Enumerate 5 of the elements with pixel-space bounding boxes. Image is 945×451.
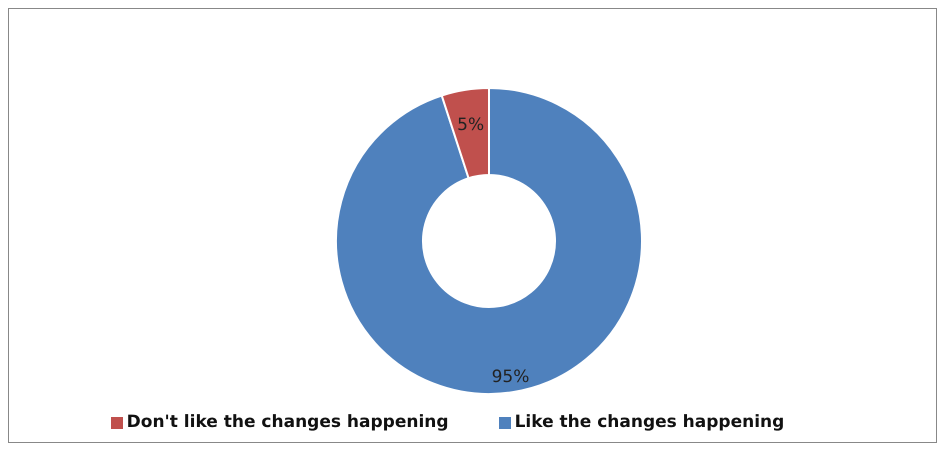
data-label: 5% [457, 114, 484, 135]
data-label: 95% [492, 366, 530, 387]
legend-label: Like the changes happening [514, 412, 784, 432]
legend-label: Don't like the changes happening [126, 412, 449, 432]
donut-slice [335, 87, 643, 395]
